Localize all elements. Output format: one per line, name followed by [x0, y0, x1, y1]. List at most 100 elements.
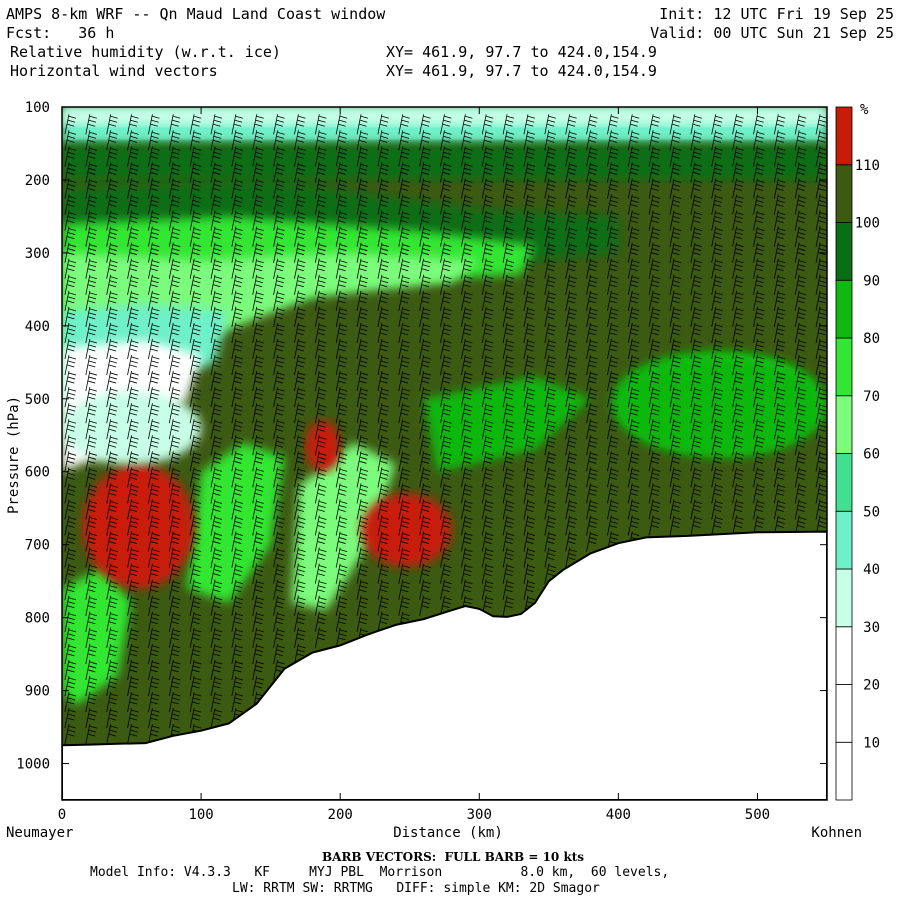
colorbar-segment-6 — [835, 395, 853, 454]
x-tick-label-0: 0 — [58, 807, 66, 823]
barb-column-22 — [523, 114, 536, 616]
barb-column-23 — [544, 114, 556, 584]
colorbar-label-70: 70 — [863, 389, 880, 405]
rh-streak-4 — [423, 376, 591, 472]
forecast-hour: Fcst: 36 h — [6, 24, 115, 42]
barb-column-28 — [648, 114, 661, 536]
barb-column-16 — [398, 114, 410, 632]
barb-column-25 — [586, 114, 598, 552]
y-axis: 100 200 300 400 500 600 700 800 900 1000 — [16, 100, 827, 773]
x-tick-label-300: 300 — [467, 807, 492, 823]
barb-column-26 — [607, 114, 619, 552]
y-tick-label-100: 100 — [25, 100, 50, 116]
y-tick-label-1000: 1000 — [16, 757, 50, 773]
rh-slope-band-light — [62, 252, 480, 414]
barb-column-11 — [294, 114, 306, 664]
rh-region-3 — [62, 391, 202, 465]
colorbar-label-20: 20 — [863, 678, 880, 694]
x-tick-label-500: 500 — [745, 807, 770, 823]
barb-column-6 — [189, 114, 202, 745]
colorbar-segment-4 — [835, 510, 853, 570]
y-tick-label-900: 900 — [25, 684, 50, 700]
barb-column-31 — [711, 114, 723, 536]
colorbar-label-10: 10 — [863, 735, 880, 751]
barb-column-34 — [773, 114, 786, 536]
barb-column-5 — [168, 114, 181, 745]
field-name-rh: Relative humidity (w.r.t. ice) — [10, 43, 281, 61]
x-tick-label-100: 100 — [188, 807, 213, 823]
barb-column-2 — [106, 114, 118, 745]
colorbar-segment-5 — [835, 453, 853, 512]
barb-column-29 — [669, 114, 682, 536]
y-tick-label-700: 700 — [25, 538, 50, 554]
colorbar-segment-0 — [835, 741, 853, 801]
barb-column-33 — [753, 114, 765, 536]
barb-column-9 — [252, 114, 264, 713]
barb-column-1 — [85, 114, 97, 745]
rh-streak-2 — [291, 442, 396, 611]
barb-column-15 — [377, 114, 390, 632]
barb-column-8 — [231, 114, 243, 729]
xy-range-2: XY= 461.9, 97.7 to 424.0,154.9 — [386, 62, 657, 80]
barb-column-14 — [356, 114, 369, 648]
colorbar-label-30: 30 — [863, 620, 880, 636]
wind-barbs — [64, 114, 827, 745]
colorbar-label-40: 40 — [863, 562, 880, 578]
colorbar-segment-10 — [835, 164, 853, 223]
y-tick-label-500: 500 — [25, 392, 50, 408]
rh-region-2 — [361, 493, 452, 567]
barb-column-21 — [502, 114, 515, 616]
barb-column-30 — [690, 114, 702, 536]
barb-column-10 — [273, 114, 285, 681]
plot-area — [62, 107, 827, 800]
y-tick-label-200: 200 — [25, 173, 50, 189]
colorbar-label-100: 100 — [855, 216, 880, 232]
colorbar-label-60: 60 — [863, 447, 880, 463]
barb-column-7 — [210, 114, 223, 729]
barb-column-36 — [815, 114, 827, 536]
end-station-label: Kohnen — [811, 825, 862, 841]
colorbar-segment-1 — [835, 684, 853, 743]
terrain-surface — [62, 530, 827, 800]
colorbar-label-90: 90 — [863, 273, 880, 289]
rh-region-1 — [305, 420, 341, 472]
y-tick-label-300: 300 — [25, 246, 50, 262]
rh-region-4 — [618, 355, 827, 458]
barb-column-18 — [440, 114, 452, 616]
init-time: Init: 12 UTC Fri 19 Sep 25 — [659, 5, 894, 23]
plot-frame — [61, 106, 828, 801]
xy-range-1: XY= 461.9, 97.7 to 424.0,154.9 — [386, 43, 657, 61]
colorbar-segment-9 — [835, 222, 853, 281]
x-tick-label-400: 400 — [606, 807, 631, 823]
x-axis-label: Distance (km) — [393, 825, 503, 841]
barb-column-32 — [732, 114, 744, 536]
y-tick-label-600: 600 — [25, 465, 50, 481]
model-info-line2: LW: RRTM SW: RRTMG DIFF: simple KM: 2D S… — [232, 881, 600, 896]
colorbar-segment-7 — [835, 337, 853, 397]
rh-streak-3 — [62, 566, 132, 706]
barb-column-4 — [148, 114, 160, 745]
x-tick-label-200: 200 — [328, 807, 353, 823]
barb-column-0 — [64, 114, 77, 745]
colorbar-segment-3 — [835, 568, 853, 628]
y-tick-label-800: 800 — [25, 611, 50, 627]
colorbar-segment-11 — [835, 106, 853, 166]
barb-legend: BARB VECTORS: FULL BARB = 10 kts — [322, 850, 585, 864]
rh-region-0 — [82, 464, 195, 589]
barb-column-20 — [481, 114, 494, 616]
colorbar-label-110: 110 — [855, 158, 880, 174]
valid-time: Valid: 00 UTC Sun 21 Sep 25 — [650, 24, 894, 42]
colorbar-label-80: 80 — [863, 331, 880, 347]
barb-column-12 — [314, 114, 327, 648]
start-station-label: Neumayer — [6, 825, 73, 841]
barb-column-27 — [627, 114, 640, 552]
model-info-line1: Model Info: V4.3.3 KF MYJ PBL Morrison 8… — [90, 865, 670, 880]
barb-column-3 — [127, 114, 139, 745]
colorbar-unit: % — [860, 102, 869, 118]
colorbar-segment-8 — [835, 279, 853, 339]
colorbar: 10 20 30 40 50 60 70 80 90 100 110 — [835, 106, 880, 801]
barb-column-35 — [794, 114, 807, 536]
colorbar-segment-2 — [835, 626, 853, 685]
field-name-wind: Horizontal wind vectors — [10, 62, 218, 80]
